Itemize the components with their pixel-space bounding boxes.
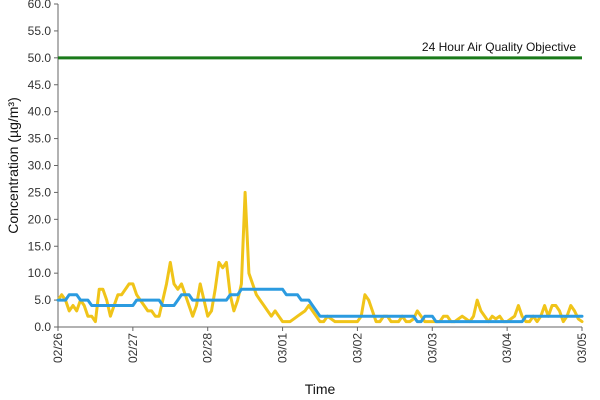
y-tick-label: 30.0: [28, 159, 52, 173]
x-axis-title: Time: [305, 381, 336, 397]
series-group: [56, 190, 584, 324]
x-tick-label: 03/01: [276, 333, 290, 363]
y-tick-label: 40.0: [28, 105, 52, 119]
objective-label: 24 Hour Air Quality Objective: [422, 40, 576, 54]
y-tick-label: 5.0: [34, 293, 51, 307]
x-tick-label: 03/02: [350, 333, 364, 363]
y-axis-title: Concentration (µg/m³): [5, 97, 21, 233]
objective-group: 24 Hour Air Quality Objective: [58, 40, 582, 60]
y-tick-label: 15.0: [28, 239, 52, 253]
x-axis: 02/26 02/27 02/28 03/01 03/02 03/03 03/04 03/05: [51, 326, 589, 363]
y-axis: 0.0 5.0 10.0 15.0 20.0 25.0 30.0 35.0 40.0 45.0 50…: [28, 0, 59, 334]
x-tick-label: 02/28: [201, 333, 215, 363]
y-tick-label: 10.0: [28, 266, 52, 280]
x-tick-label: 03/04: [500, 333, 514, 363]
y-tick-label: 55.0: [28, 24, 52, 38]
y-tick-label: 0.0: [34, 320, 51, 334]
x-tick-label: 03/03: [425, 333, 439, 363]
y-tick-label: 25.0: [28, 185, 52, 199]
y-tick-label: 35.0: [28, 132, 52, 146]
y-tick-label: 60.0: [28, 0, 52, 11]
series-line-1: [56, 190, 584, 324]
y-tick-label: 50.0: [28, 51, 52, 65]
x-tick-label: 02/27: [126, 333, 140, 363]
x-tick-label: 03/05: [575, 333, 589, 363]
series-line-2: [56, 287, 584, 324]
y-tick-label: 45.0: [28, 78, 52, 92]
x-tick-label: 02/26: [51, 333, 65, 363]
y-tick-label: 20.0: [28, 212, 52, 226]
